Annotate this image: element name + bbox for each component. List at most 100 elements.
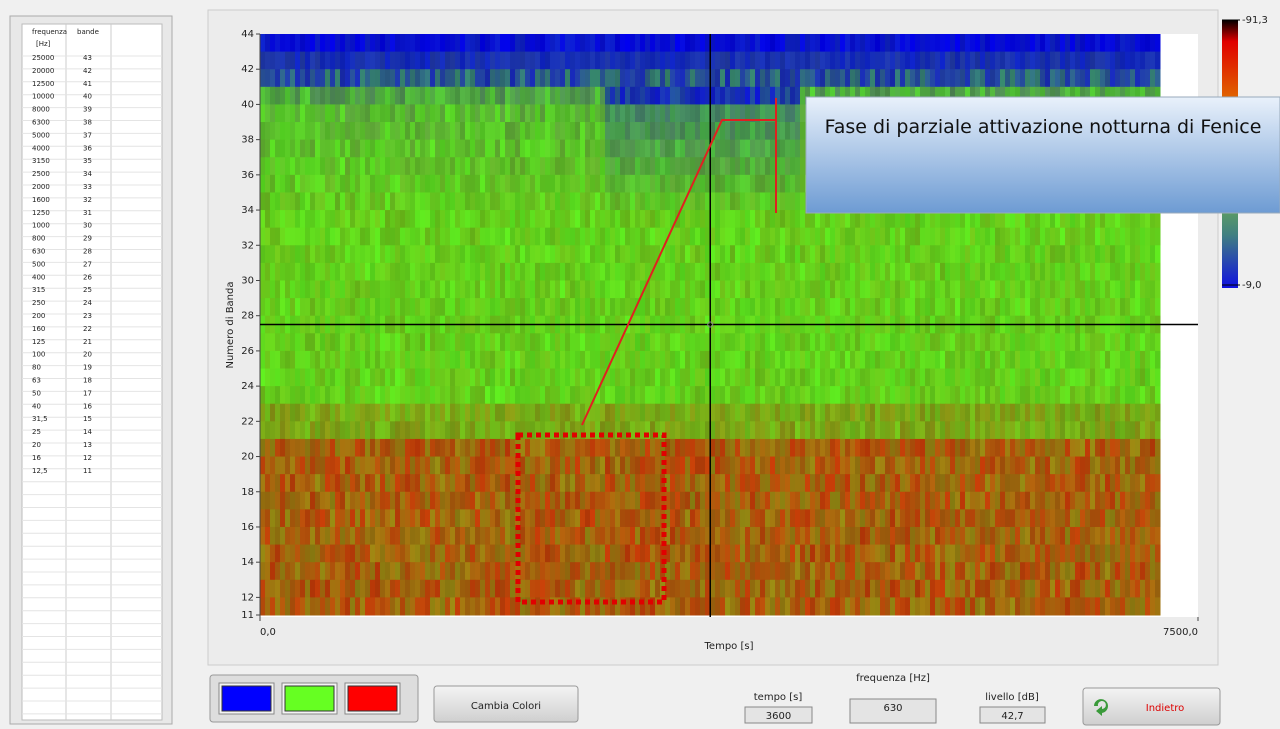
heat-cell — [900, 262, 906, 281]
heat-cell — [590, 157, 596, 176]
heat-cell — [585, 438, 591, 458]
heat-cell — [435, 333, 441, 352]
heat-cell — [1145, 245, 1151, 264]
heat-cell — [310, 69, 316, 88]
heat-cell — [300, 210, 306, 229]
heat-cell — [275, 122, 281, 141]
heat-cell — [320, 157, 326, 176]
heat-cell — [410, 386, 416, 405]
heat-cell — [870, 34, 876, 53]
heat-cell — [320, 69, 326, 88]
heat-cell — [260, 34, 266, 53]
heat-cell — [1135, 298, 1141, 317]
heat-cell — [585, 298, 591, 317]
heat-cell — [355, 350, 361, 370]
heat-cell — [385, 104, 391, 123]
heat-cell — [490, 69, 496, 88]
heat-cell — [1140, 403, 1146, 422]
heat-cell — [1050, 438, 1056, 458]
heat-cell — [515, 122, 521, 141]
heat-cell — [520, 210, 526, 229]
heat-cell — [580, 192, 586, 211]
heat-cell — [845, 69, 851, 88]
heat-cell — [710, 368, 716, 387]
heat-cell — [965, 491, 971, 510]
heat-cell — [355, 245, 361, 264]
heat-cell — [335, 474, 341, 493]
heat-cell — [1140, 227, 1146, 246]
heat-cell — [830, 350, 836, 370]
heat-cell — [330, 298, 336, 317]
heat-cell — [295, 262, 301, 281]
heat-cell — [870, 333, 876, 352]
heat-cell — [560, 280, 566, 299]
heat-cell — [735, 350, 741, 370]
heat-cell — [615, 157, 621, 176]
heat-cell — [520, 403, 526, 422]
table-cell: 35 — [83, 157, 92, 165]
heat-cell — [725, 192, 731, 211]
heat-cell — [1140, 86, 1146, 105]
heat-cell — [380, 139, 386, 158]
heat-cell — [1105, 456, 1111, 475]
heat-cell — [300, 403, 306, 422]
heat-cell — [1055, 350, 1061, 370]
heat-cell — [950, 438, 956, 458]
heat-cell — [315, 174, 321, 193]
heat-cell — [1070, 474, 1076, 493]
heat-cell — [1140, 34, 1146, 53]
heat-cell — [425, 104, 431, 123]
heat-cell — [1035, 51, 1041, 70]
heat-cell — [675, 227, 681, 246]
heat-cell — [760, 139, 766, 158]
heat-cell — [1120, 368, 1126, 387]
heat-cell — [470, 438, 476, 458]
heat-cell — [710, 51, 716, 70]
heat-cell — [540, 157, 546, 176]
heat-cell — [685, 157, 691, 176]
heat-cell — [1105, 69, 1111, 88]
heat-cell — [365, 368, 371, 387]
heat-cell — [705, 421, 711, 440]
heat-cell — [515, 86, 521, 105]
heat-cell — [690, 86, 696, 105]
heat-cell — [820, 210, 826, 229]
heat-cell — [1135, 34, 1141, 53]
heat-cell — [395, 227, 401, 246]
heat-cell — [835, 491, 841, 510]
heat-cell — [325, 69, 331, 88]
heat-cell — [500, 280, 506, 299]
heat-cell — [805, 333, 811, 352]
heat-cell — [380, 34, 386, 53]
heat-cell — [565, 421, 571, 440]
table-cell: 28 — [83, 248, 92, 256]
heat-cell — [970, 438, 976, 458]
heat-cell — [830, 86, 836, 105]
heat-cell — [625, 139, 631, 158]
heat-cell — [810, 51, 816, 70]
heat-cell — [785, 421, 791, 440]
heat-cell — [370, 104, 376, 123]
heat-cell — [605, 157, 611, 176]
heat-cell — [705, 386, 711, 405]
heat-cell — [975, 210, 981, 229]
heat-cell — [835, 51, 841, 70]
heat-cell — [535, 262, 541, 281]
heat-cell — [685, 456, 691, 475]
heat-cell — [415, 157, 421, 176]
heat-cell — [800, 491, 806, 510]
heat-cell — [345, 350, 351, 370]
heat-cell — [345, 333, 351, 352]
heat-cell — [700, 104, 706, 123]
heat-cell — [290, 174, 296, 193]
heat-cell — [535, 122, 541, 141]
heat-cell — [1065, 368, 1071, 387]
heat-cell — [515, 298, 521, 317]
heat-cell — [805, 227, 811, 246]
heat-cell — [525, 368, 531, 387]
heat-cell — [430, 474, 436, 493]
heat-cell — [830, 51, 836, 70]
heat-cell — [805, 438, 811, 458]
heat-cell — [475, 368, 481, 387]
heat-cell — [595, 157, 601, 176]
